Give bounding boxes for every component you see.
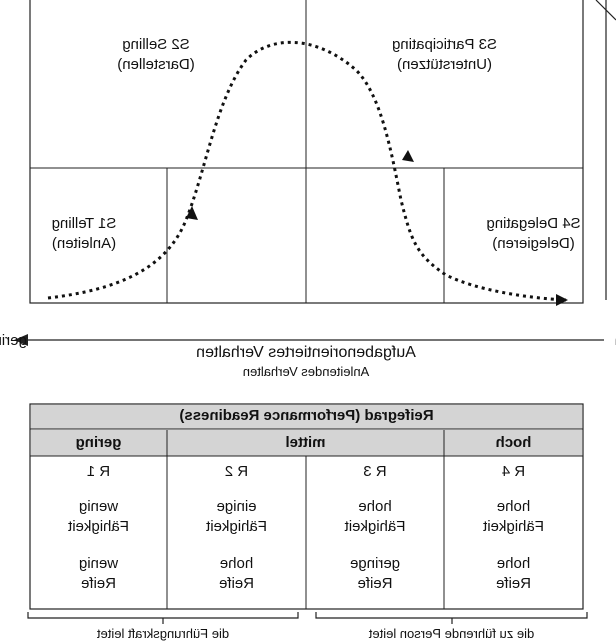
curve-arrow-2-icon — [402, 150, 414, 162]
r2-code: R 2 — [224, 463, 249, 480]
curve-arrow-1-icon — [186, 206, 198, 220]
r3-code: R 3 — [363, 463, 387, 480]
brace-right — [27, 612, 299, 619]
axis-low-label: hoch — [606, 331, 616, 351]
s3-sub: (Unterstützen) — [396, 56, 493, 73]
quadrant-s4-label: S4 Delegating (Delegieren) — [476, 214, 591, 254]
axis-arrow-icon — [14, 334, 28, 346]
level-high: hoch — [495, 434, 532, 451]
r4-maturity: hohe Reife — [495, 555, 532, 592]
quadrant-s1-label: S1 Telling (Anleiten) — [34, 214, 134, 254]
s1-title: S1 Telling — [51, 215, 117, 232]
readiness-title: Reifegrad (Performance Readiness) — [179, 407, 434, 424]
axis-subtitle: Anleitendes Verhalten — [242, 364, 370, 379]
r4-code: R 4 — [501, 463, 526, 480]
r2-ability: einige Fähigkeit — [206, 498, 267, 535]
r1-ability: wenig Fähigkeit — [68, 498, 129, 535]
r3-ability: hohe Fähigkeit — [344, 498, 406, 535]
axis-high-label: gering — [0, 332, 27, 349]
brace-left — [315, 612, 588, 619]
quadrant-s2-label: S2 Selling (Darstellen) — [86, 35, 226, 75]
s3-title: S3 Participating — [391, 36, 498, 53]
r3-maturity: geringe Reife — [349, 555, 401, 592]
quadrant-s3-label: S3 Participating (Unterstützen) — [306, 35, 583, 75]
s4-sub: (Delegieren) — [492, 235, 575, 252]
brace-label-follower: die zu führende Person leitet — [368, 626, 535, 641]
r2-maturity: hohe Reife — [218, 555, 255, 592]
s1-sub: (Anleiten) — [51, 235, 117, 252]
s2-sub: (Darstellen) — [117, 56, 195, 73]
leadership-curve — [47, 40, 567, 302]
readiness-header-bg — [31, 405, 582, 429]
brace-label-leader: die Führungskraft leitet — [96, 626, 230, 641]
s2-title: S2 Selling — [122, 36, 190, 53]
level-medium: mittel — [285, 434, 326, 451]
readiness-subheader-bg — [31, 430, 582, 456]
axis-title: Aufgabenorientiertes Verhalten — [196, 344, 416, 361]
curve-arrow-3-icon — [556, 294, 568, 306]
r1-maturity: wenig Reife — [78, 555, 119, 592]
level-low: gering — [75, 434, 122, 451]
r1-code: R 1 — [86, 463, 111, 480]
r4-ability: hohe Fähigkeit — [483, 498, 544, 535]
s4-title: S4 Delegating — [486, 215, 581, 232]
